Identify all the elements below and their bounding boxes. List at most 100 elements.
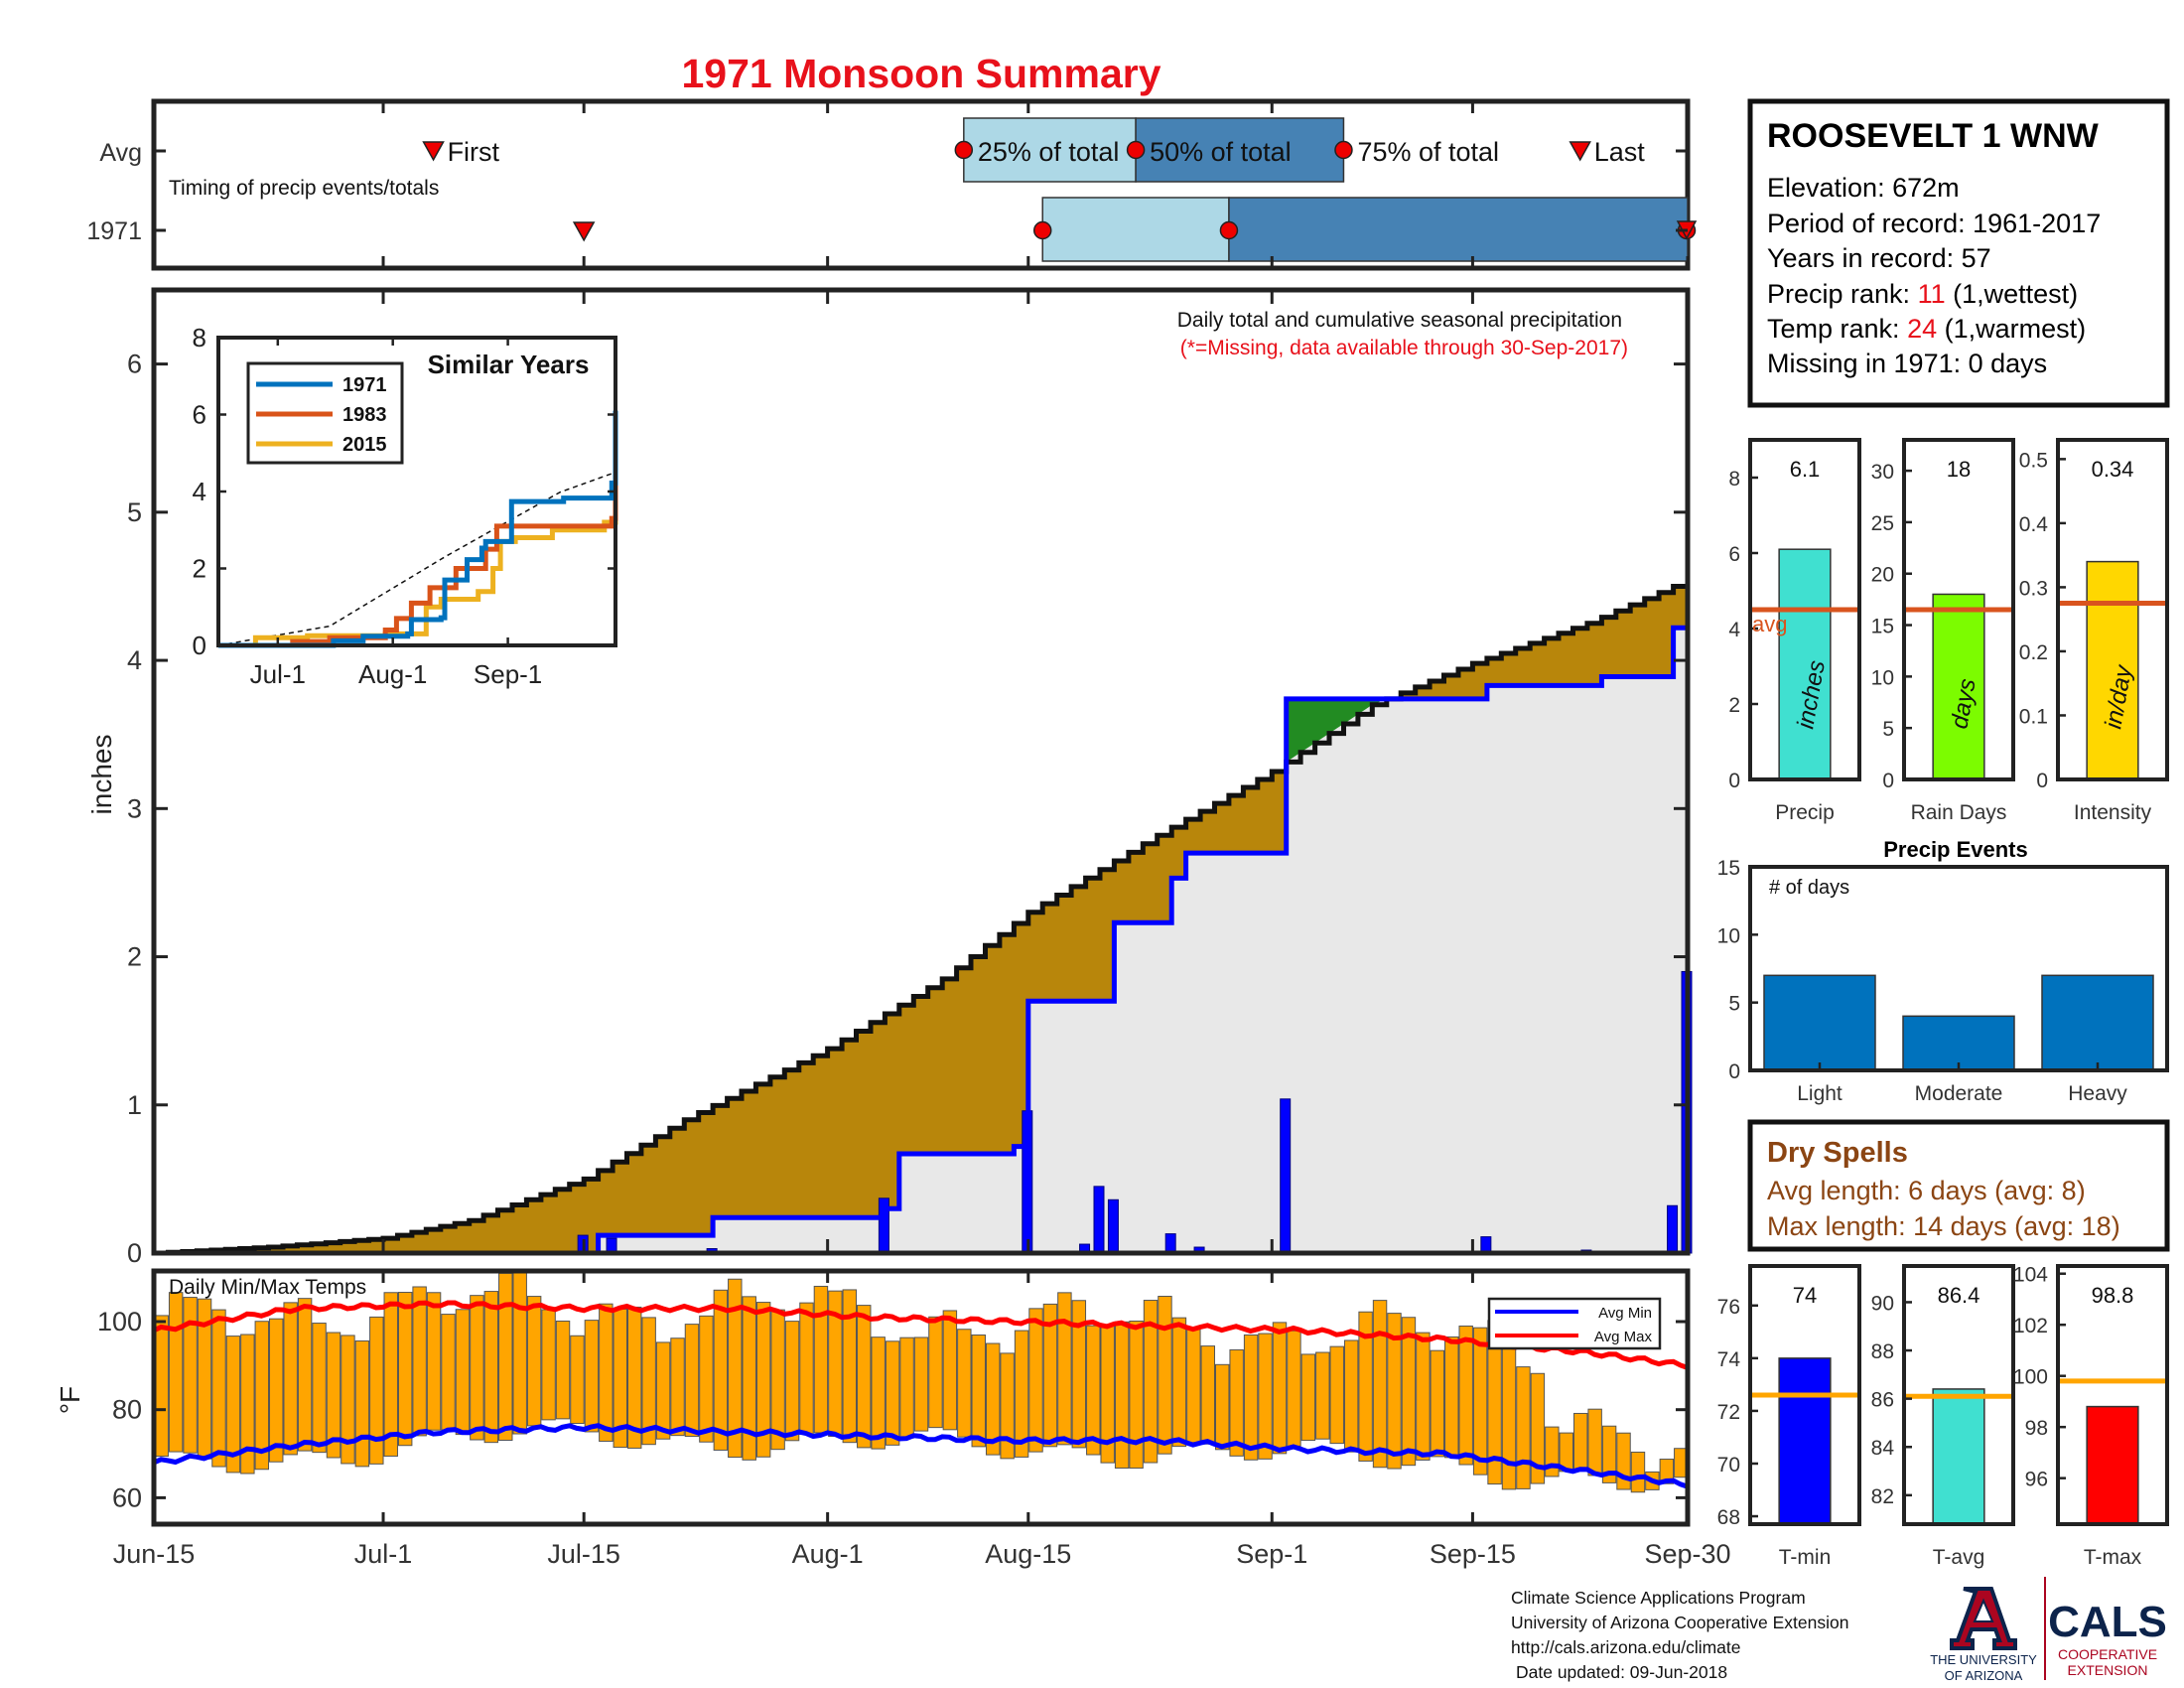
daily-temp-bar [512,1269,527,1435]
daily-temp-bar [312,1323,327,1454]
inset-ytick-label: 4 [193,477,206,506]
tmin-panel-category-label: T-min [1779,1546,1832,1569]
main-ytick-label: 2 [127,942,142,972]
daily-temp-bar [183,1297,198,1454]
raindays-panel-ytick-label: 20 [1871,564,1894,587]
daily-temp-bar [498,1272,513,1442]
intensity-panel-frame [2056,438,2169,781]
intensity-panel-ytick-label: 0.4 [2019,513,2049,536]
cals-logo: CALS [2048,1598,2167,1646]
daily-temp-bar [1014,1330,1029,1458]
daily-temp-bar [1315,1351,1330,1440]
main-plot-area [154,349,1693,1256]
tavg-panel-value-label: 86.4 [1938,1283,1980,1308]
xtick-label: Jul-1 [354,1539,413,1569]
daily-temps-panel: 60 80 100 Jun-15 Jul-1 Jul-15 Aug-1 Aug-15 Sep-… [55,1268,1731,1569]
avg-50-75-box [1135,117,1345,183]
daily-temp-bar [1372,1300,1388,1469]
precip-panel-ytick-label: 8 [1728,468,1740,491]
main-ytick-label: 3 [127,793,142,823]
event-ytick-label: 15 [1717,857,1740,880]
tmax-panel-ytick-label: 96 [2025,1469,2048,1491]
events-ylabel: # of days [1769,877,1849,899]
daily-temp-bar [1659,1459,1675,1484]
daily-temp-bar [1343,1339,1359,1453]
avg-50pct-marker [1126,140,1146,160]
tmin-panel: 68 70 72 74 76 74 T-min [1717,1264,1861,1569]
raindays-panel-category-label: Rain Days [1911,801,2007,824]
raindays-panel-ytick-label: 5 [1882,718,1894,741]
tmin-panel-bar [1778,1357,1832,1525]
legend-2015: 2015 [342,434,387,456]
inset-ytick-label: 8 [193,323,206,352]
intensity-panel-bar [2086,560,2139,780]
station-name: ROOSEVELT 1 WNW [1767,117,2100,155]
daily-temp-bar [641,1317,656,1446]
tavg-panel: 82 84 86 88 90 86.4 T-avg [1871,1264,2015,1569]
daily-temp-bar [225,1336,241,1474]
daily-temp-bar [742,1296,756,1461]
intensity-panel-ytick-label: 0.2 [2019,641,2048,664]
precip-panel-frame [1748,438,1861,781]
avg-last-label: Last [1594,137,1646,167]
daily-temp-bar [971,1334,986,1448]
avg-25pct-marker [954,140,974,160]
tavg-panel-bar [1932,1388,1985,1525]
main-note-line2: (*=Missing, data available through 30-Se… [1180,337,1628,359]
raindays-panel-bar [1932,593,1985,780]
row-label-avg: Avg [99,139,142,167]
legend-1983: 1983 [342,404,387,426]
avg-last-marker [1569,141,1591,162]
intensity-panel-ytick-label: 0 [2036,770,2048,792]
daily-temp-bar [670,1337,685,1437]
daily-temp-bar [1143,1300,1159,1464]
year-cumulative-line [154,349,1691,1256]
daily-temp-bar [254,1321,270,1471]
year-25-50-box [1041,197,1230,262]
year-cumulative-area [154,349,1688,1253]
daily-temp-bar [412,1286,427,1437]
tmax-panel-bar [2086,1405,2139,1525]
daily-temp-bar [942,1310,958,1431]
daily-temp-bar [584,1320,600,1433]
daily-temp-bar [1530,1372,1546,1484]
x-axis: Jun-15 Jul-1 Jul-15 Aug-1 Aug-15 Sep-1 Sep-15 S… [113,1271,1731,1569]
daily-temp-bar [985,1342,1001,1456]
daily-temp-bar [899,1336,914,1439]
xtick-label: Sep-30 [1644,1539,1730,1569]
daily-temp-bar [1258,1333,1273,1460]
inset-ytick-label: 2 [193,554,206,584]
avg-50pct-label: 50% of total [1150,137,1292,167]
tmin-panel-ytick-label: 72 [1717,1401,1740,1424]
event-category-label: Moderate [1915,1082,2003,1105]
daily-temp-bar [168,1292,184,1453]
precip-panel-bar [1778,548,1832,780]
daily-temp-bar [1272,1322,1288,1455]
daily-temp-bar [555,1320,571,1420]
event-category-label: Heavy [2068,1082,2127,1105]
legend-1971: 1971 [342,374,387,396]
inset-xtick-label: Sep-1 [474,659,542,689]
daily-precip-bar [1164,1233,1176,1254]
tmax-panel-frame [2056,1264,2169,1526]
intensity-panel-ytick-label: 0.1 [2019,705,2048,728]
daily-temp-bar [1071,1300,1087,1449]
timing-boxes [152,101,1698,268]
daily-temp-bar [369,1316,384,1465]
tmin-panel-ytick-label: 70 [1717,1454,1740,1477]
daily-temp-bar [1300,1353,1316,1442]
daily-temp-bar [526,1296,542,1427]
daily-temp-bar [1057,1292,1072,1446]
daily-precip-bar [1107,1198,1119,1254]
daily-temp-bar [1229,1348,1244,1457]
avg-first-marker [422,141,445,162]
daily-temp-bar [1472,1327,1488,1476]
tmin-panel-frame [1748,1264,1861,1526]
inset-line-1971 [218,410,618,648]
daily-temp-bar [1444,1336,1459,1459]
inset-avg-line [217,471,616,646]
temps-caption: Daily Min/Max Temps [169,1276,366,1299]
daily-temp-bar [1458,1325,1473,1466]
